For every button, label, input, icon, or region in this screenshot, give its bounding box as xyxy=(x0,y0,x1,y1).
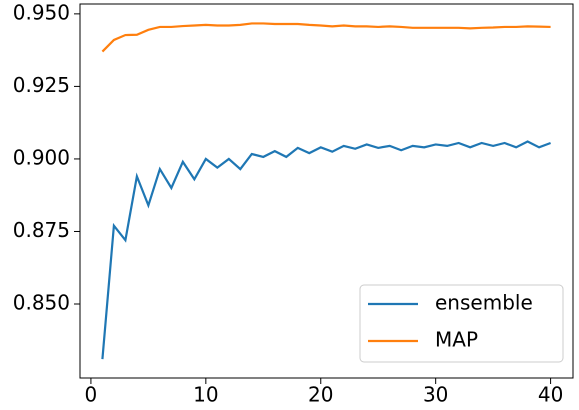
y-tick-label: 0.925 xyxy=(13,73,70,97)
plot-frame xyxy=(79,3,574,379)
legend-label: ensemble xyxy=(435,291,533,315)
y-tick-label: 0.850 xyxy=(13,291,70,315)
series-line xyxy=(101,22,551,53)
x-tick-label: 40 xyxy=(538,383,563,407)
x-tick-label: 20 xyxy=(308,383,333,407)
y-tick-label: 0.875 xyxy=(13,218,70,242)
series-line xyxy=(101,140,551,360)
legend-label: MAP xyxy=(435,328,478,352)
y-tick-label: 0.900 xyxy=(13,145,70,169)
x-tick-label: 0 xyxy=(85,383,98,407)
x-tick-label: 10 xyxy=(193,383,218,407)
y-tick-label: 0.950 xyxy=(13,0,70,24)
x-tick-label: 30 xyxy=(423,383,448,407)
